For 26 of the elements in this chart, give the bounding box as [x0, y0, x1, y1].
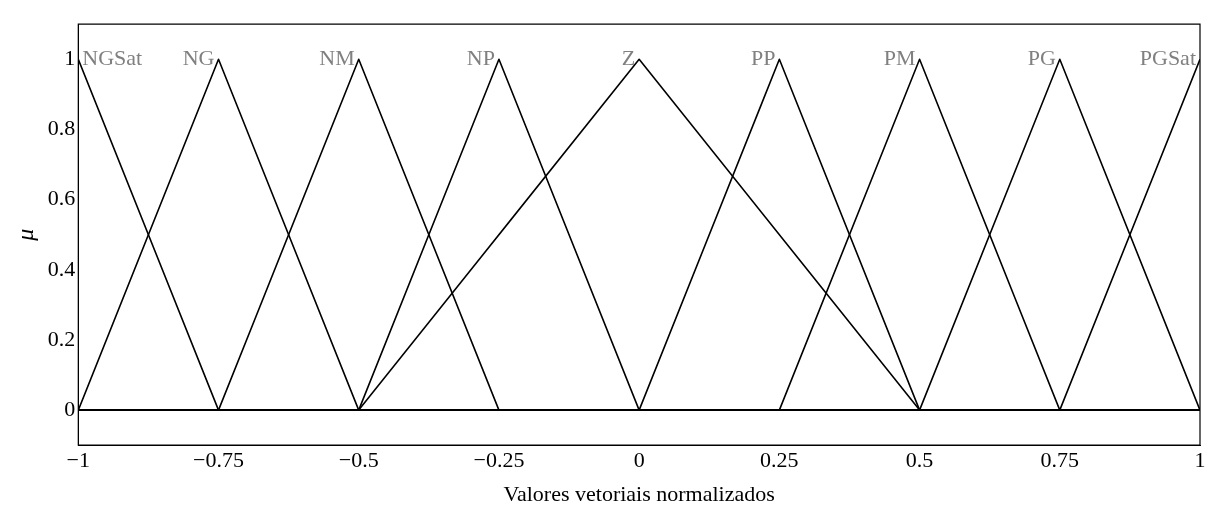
x-tick-label: 1 — [1194, 447, 1206, 473]
series-label: NM — [319, 45, 355, 71]
series-label: PGSat — [1139, 45, 1197, 71]
x-tick-label: 0.5 — [905, 447, 934, 473]
x-tick-label: −0.25 — [473, 447, 525, 473]
y-tick-label: 0.4 — [47, 255, 76, 281]
x-tick-label: 0.25 — [760, 447, 799, 473]
series-label: NG — [182, 45, 215, 71]
series-label: Z — [621, 45, 636, 71]
y-tick-label: 0 — [64, 395, 76, 421]
y-tick-label: 0.2 — [47, 325, 76, 351]
y-tick-label: 0.8 — [47, 115, 76, 141]
x-tick-label: −0.75 — [193, 447, 244, 473]
series-label: PG — [1027, 45, 1056, 71]
y-axis-title: μ — [11, 228, 38, 242]
y-tick-label: 0.6 — [47, 185, 76, 211]
x-tick-label: 0.75 — [1040, 447, 1080, 473]
x-tick-label: −0.5 — [338, 447, 379, 473]
x-axis-title: Valores vetoriais normalizados — [503, 480, 775, 506]
x-tick-label: 0 — [633, 447, 645, 473]
series-label: NGSat — [82, 45, 143, 71]
series-label: PP — [750, 45, 776, 71]
y-tick-label: 1 — [64, 45, 76, 71]
series-label: PM — [883, 45, 916, 71]
series-label: NP — [466, 45, 495, 71]
x-tick-label: −1 — [66, 447, 91, 473]
